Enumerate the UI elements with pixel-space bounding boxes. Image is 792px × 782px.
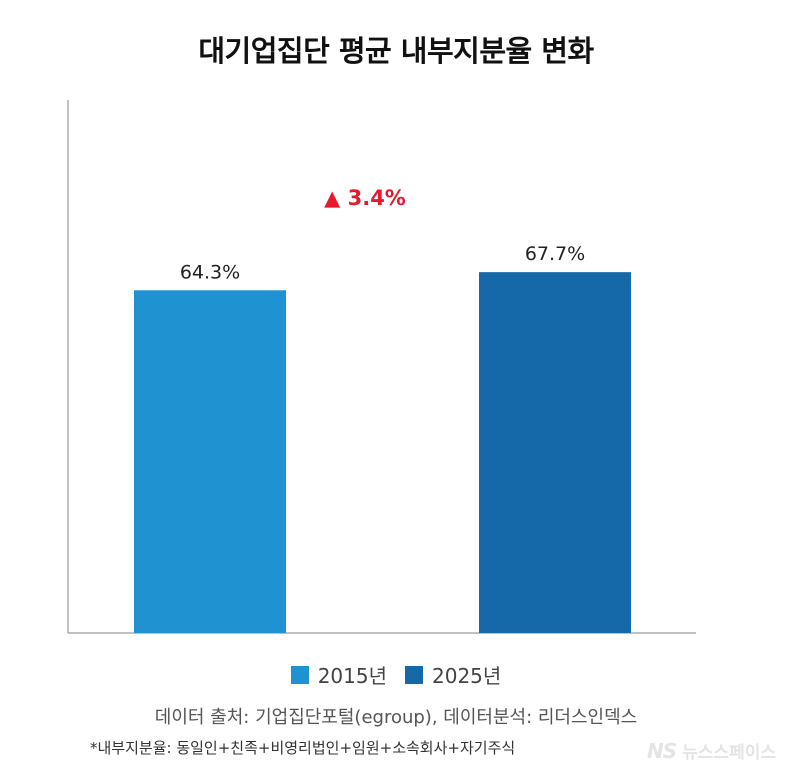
data-label-2015: 64.3% xyxy=(180,261,240,283)
legend-label-2025: 2025년 xyxy=(432,664,502,688)
legend-label-2015: 2015년 xyxy=(317,664,387,688)
bar-2015 xyxy=(134,290,286,633)
bar-chart: 64.3% 67.7% ▲ 3.4% xyxy=(67,100,696,634)
footnote: *내부지분율: 동일인+친족+비영리법인+임원+소속회사+자기주식 xyxy=(90,739,516,757)
legend-swatch-2015 xyxy=(290,665,309,684)
bars-group: 64.3% 67.7% xyxy=(134,243,631,633)
chart-title: 대기업집단 평균 내부지분율 변화 xyxy=(198,34,594,68)
legend-item-2025: 2025년 xyxy=(405,660,501,689)
data-source: 데이터 출처: 기업집단포털(egroup), 데이터분석: 리더스인덱스 xyxy=(154,707,638,728)
watermark: NS 뉴스스페이스 xyxy=(647,738,776,764)
watermark-logo: NS xyxy=(647,738,677,763)
change-annotation: ▲ 3.4% xyxy=(324,186,406,210)
legend-swatch-2025 xyxy=(405,665,423,684)
watermark-name: 뉴스스페이스 xyxy=(682,743,776,763)
bar-2025 xyxy=(479,272,631,633)
legend-item-2015: 2015년 xyxy=(290,660,387,689)
chart-legend: 2015년 2025년 xyxy=(0,660,792,689)
data-label-2025: 67.7% xyxy=(525,243,585,265)
